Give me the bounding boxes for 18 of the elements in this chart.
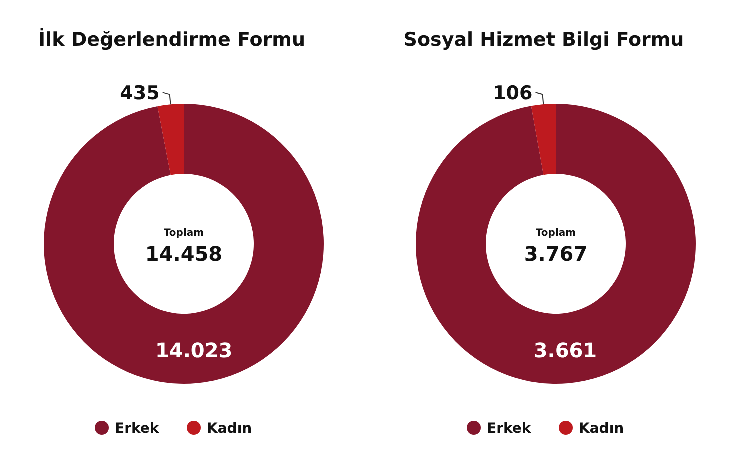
donut-slice <box>416 104 696 384</box>
data-label: 435 <box>120 82 160 105</box>
legend-label: Kadın <box>207 421 252 437</box>
chart-title: İlk Değerlendirme Formu <box>38 28 306 51</box>
text: 3.767 <box>524 242 588 266</box>
legend-label: Kadın <box>579 421 624 437</box>
legend-label: Erkek <box>115 421 160 437</box>
donut-slice <box>158 104 184 176</box>
legend-label: Erkek <box>487 421 532 437</box>
text: Toplam <box>164 228 204 239</box>
data-label: 106 <box>493 82 533 105</box>
chart-title: Sosyal Hizmet Bilgi Formu <box>404 29 684 51</box>
donut-slice <box>531 104 556 176</box>
text: Toplam <box>536 228 576 239</box>
text: 14.458 <box>145 242 223 266</box>
data-label: 14.023 <box>156 338 233 363</box>
donut-slice <box>44 104 324 384</box>
data-label: 3.661 <box>534 338 598 363</box>
